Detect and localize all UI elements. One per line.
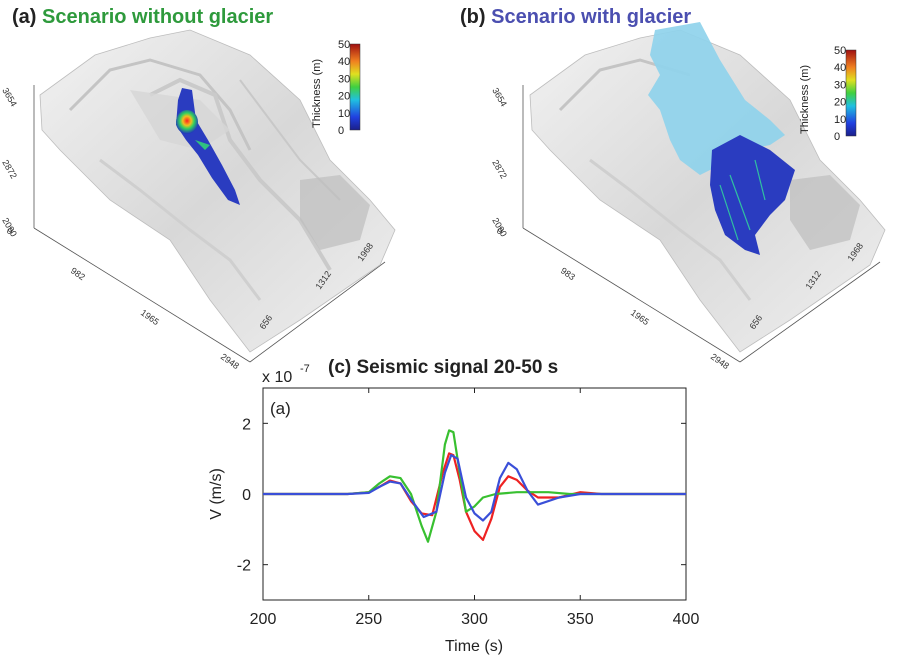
panel-a-title: (a) Scenario without glacier: [12, 6, 273, 29]
panel-b-x-tick: 0: [495, 225, 505, 236]
panel-c-title: (c) Seismic signal 20-50 s: [328, 357, 559, 378]
panel-b-flow: [710, 135, 795, 255]
y-multiplier-power: -7: [300, 363, 310, 375]
panel-b-colorbar-tick: 0: [834, 131, 840, 143]
panel-b-glacier: [648, 22, 785, 175]
panel-b-colorbar-tick: 50: [834, 45, 846, 57]
panel-b-colorbar-tick: 30: [834, 79, 846, 91]
panel-a-name: Scenario without glacier: [42, 6, 274, 28]
y-tick-label: 0: [242, 487, 251, 504]
y-tick-label: 2: [242, 416, 251, 433]
panel-a-colorbar-tick: 0: [338, 125, 344, 137]
panel-a-x-tick: 0: [5, 225, 15, 236]
panel-a-colorbar-tick: 50: [338, 39, 350, 51]
x-tick-label: 350: [567, 611, 594, 628]
panel-b-title: (b) Scenario with glacier: [460, 6, 691, 29]
x-tick-label: 250: [355, 611, 382, 628]
panel-b-colorbar-tick: 40: [834, 62, 846, 74]
series-line-1: [263, 452, 686, 542]
x-tick-label: 400: [673, 611, 700, 628]
x-tick-label: 300: [461, 611, 488, 628]
y-multiplier: x 10: [262, 369, 292, 386]
panel-a-letter: (a): [12, 6, 37, 28]
panel-a-flow-peak: [176, 110, 198, 134]
x-axis-label: Time (s): [445, 638, 503, 655]
panel-b-colorbar-label: Thickness (m): [799, 65, 811, 134]
y-axis-label: V (m/s): [208, 468, 225, 520]
panel-a-colorbar-tick: 40: [338, 56, 350, 68]
panel-a-colorbar-tick: 30: [338, 73, 350, 85]
panel-b-colorbar-tick: 20: [834, 97, 846, 109]
x-tick-label: 200: [250, 611, 277, 628]
series-line-3: [263, 454, 686, 522]
panel-a-colorbar-label: Thickness (m): [311, 59, 323, 128]
panel-b-colorbar: [845, 49, 857, 137]
inner-panel-label: (a): [270, 399, 291, 418]
panel-b-name: Scenario with glacier: [491, 6, 692, 28]
series-line-2: [263, 429, 686, 543]
panel-a-colorbar-tick: 20: [338, 91, 350, 103]
panel-a-colorbar-tick: 10: [338, 108, 350, 120]
panel-a-colorbar: [349, 43, 361, 131]
panel-b-colorbar-tick: 10: [834, 114, 846, 126]
panel-b-letter: (b): [460, 6, 486, 28]
y-tick-label: -2: [237, 558, 251, 575]
